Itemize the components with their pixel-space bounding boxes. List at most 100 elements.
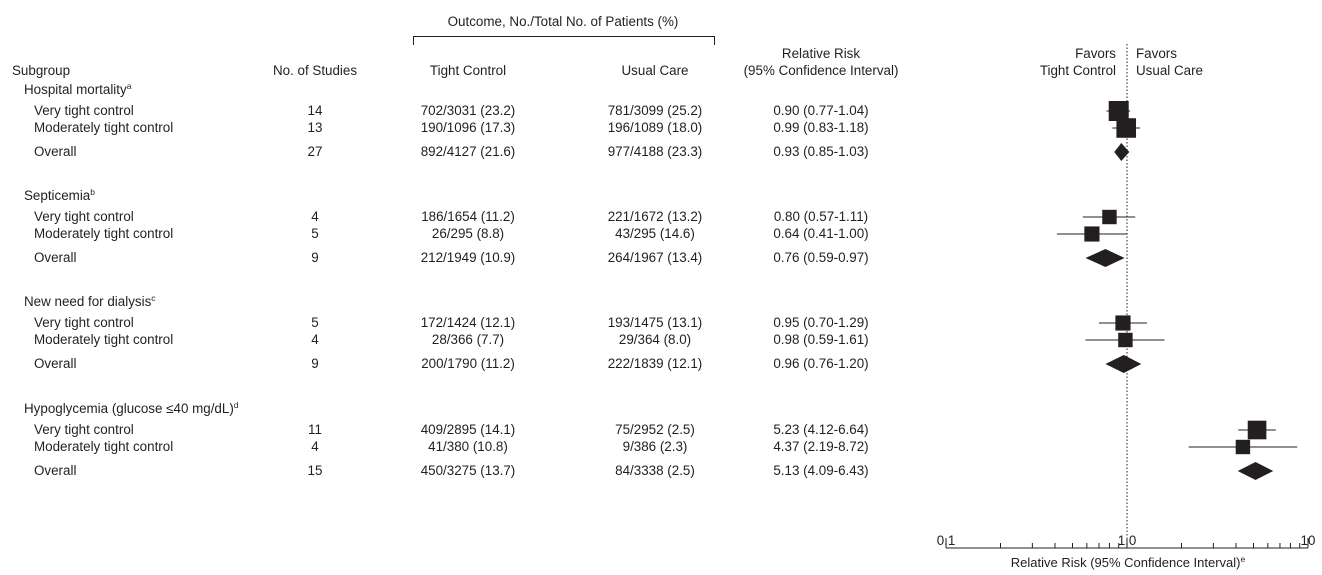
studies-count: 5: [311, 315, 319, 330]
studies-count: 15: [307, 463, 323, 478]
subgroup-row-label: Moderately tight control: [34, 226, 174, 241]
tight-control-value: 190/1096 (17.3): [420, 120, 516, 135]
footnote-marker: b: [90, 187, 95, 197]
point-estimate-square: [1116, 118, 1136, 138]
footnote-marker: a: [126, 81, 132, 91]
tight-control-value: 172/1424 (12.1): [420, 315, 516, 330]
x-axis-title-text: Relative Risk (95% Confidence Interval): [1010, 555, 1241, 570]
overall-diamond: [1114, 143, 1130, 161]
usual-care-value: 221/1672 (13.2): [607, 209, 703, 224]
group-title: New need for dialysisc: [24, 294, 156, 310]
overall-diamond: [1105, 355, 1142, 373]
overall-row-label: Overall: [34, 144, 77, 159]
usual-care-value: 9/386 (2.3): [622, 439, 688, 454]
axis-tick-label: 1.0: [1117, 533, 1137, 548]
group-title: Septicemiab: [24, 188, 95, 204]
point-estimate-square: [1235, 439, 1251, 455]
tight-control-value: 28/366 (7.7): [431, 332, 505, 347]
footnote-marker: e: [1240, 554, 1246, 564]
studies-count: 11: [308, 422, 322, 437]
relative-risk-value: 5.13 (4.09-6.43): [773, 463, 869, 478]
favors-tight-line2: Tight Control: [1039, 63, 1116, 78]
relative-risk-header-line1: Relative Risk: [781, 46, 861, 61]
tight-control-value: 41/380 (10.8): [428, 439, 508, 454]
subgroup-row-label: Very tight control: [34, 209, 134, 224]
group-title: Hypoglycemia (glucose ≤40 mg/dL)d: [24, 401, 239, 417]
favors-tight-line1: Favors: [1075, 46, 1116, 61]
group-title-text: Hypoglycemia (glucose ≤40 mg/dL): [24, 401, 234, 416]
relative-risk-value: 0.96 (0.76-1.20): [773, 356, 869, 371]
subgroup-row-label: Very tight control: [34, 422, 134, 437]
usual-care-value: 29/364 (8.0): [618, 332, 692, 347]
point-estimate-square: [1118, 332, 1133, 348]
favors-usual-line2: Usual Care: [1136, 63, 1203, 78]
outcome-span-header: Outcome, No./Total No. of Patients (%): [447, 14, 679, 29]
group-title-text: Hospital mortality: [24, 82, 127, 97]
point-estimate-square: [1084, 226, 1100, 242]
subgroup-row-label: Very tight control: [34, 315, 134, 330]
axis-tick-label: 10: [1300, 533, 1316, 548]
usual-care-value: 43/295 (14.6): [615, 226, 695, 241]
outcome-bracket: [413, 36, 715, 45]
relative-risk-value: 0.64 (0.41-1.00): [773, 226, 869, 241]
group-title: Hospital mortalitya: [24, 82, 131, 98]
usual-care-value: 222/1839 (12.1): [607, 356, 703, 371]
usual-care-value: 193/1475 (13.1): [607, 315, 703, 330]
studies-count: 4: [311, 439, 319, 454]
footnote-marker: c: [151, 293, 156, 303]
usual-care-value: 264/1967 (13.4): [607, 250, 703, 265]
usual-care-header: Usual Care: [621, 63, 689, 78]
studies-count: 9: [311, 356, 319, 371]
subgroup-row-label: Moderately tight control: [34, 120, 174, 135]
studies-count: 14: [307, 103, 323, 118]
relative-risk-value: 0.98 (0.59-1.61): [773, 332, 869, 347]
overall-row-label: Overall: [34, 250, 77, 265]
studies-count: 4: [311, 209, 319, 224]
usual-care-value: 781/3099 (25.2): [607, 103, 703, 118]
relative-risk-value: 0.76 (0.59-0.97): [773, 250, 869, 265]
point-estimate-square: [1115, 315, 1131, 331]
relative-risk-value: 0.90 (0.77-1.04): [773, 103, 869, 118]
overall-row-label: Overall: [34, 356, 77, 371]
relative-risk-value: 5.23 (4.12-6.64): [773, 422, 869, 437]
studies-count: 27: [307, 144, 323, 159]
overall-diamond: [1237, 462, 1274, 480]
tight-control-value: 892/4127 (21.6): [420, 144, 516, 159]
x-axis-title: Relative Risk (95% Confidence Interval)e: [1011, 555, 1246, 571]
subgroup-row-label: Very tight control: [34, 103, 134, 118]
relative-risk-header-line2: (95% Confidence Interval): [743, 63, 899, 78]
usual-care-value: 977/4188 (23.3): [607, 144, 703, 159]
overall-diamond: [1085, 249, 1125, 267]
tight-control-value: 200/1790 (11.2): [421, 356, 515, 371]
subgroup-row-label: Moderately tight control: [34, 332, 174, 347]
tight-control-value: 450/3275 (13.7): [420, 463, 516, 478]
overall-row-label: Overall: [34, 463, 77, 478]
favors-usual-line1: Favors: [1136, 46, 1177, 61]
studies-count: 4: [311, 332, 319, 347]
studies-count: 9: [311, 250, 319, 265]
relative-risk-value: 0.99 (0.83-1.18): [773, 120, 869, 135]
subgroup-header: Subgroup: [12, 63, 71, 78]
subgroup-row-label: Moderately tight control: [34, 439, 174, 454]
group-title-text: New need for dialysis: [24, 294, 152, 309]
usual-care-value: 75/2952 (2.5): [615, 422, 695, 437]
tight-control-value: 702/3031 (23.2): [420, 103, 516, 118]
relative-risk-value: 0.95 (0.70-1.29): [773, 315, 869, 330]
footnote-marker: d: [233, 400, 239, 410]
relative-risk-value: 0.80 (0.57-1.11): [773, 209, 869, 224]
tight-control-value: 409/2895 (14.1): [420, 422, 516, 437]
point-estimate-square: [1108, 101, 1129, 121]
tight-control-value: 186/1654 (11.2): [421, 209, 515, 224]
tight-control-value: 212/1949 (10.9): [420, 250, 516, 265]
axis-tick-label: 0.1: [936, 533, 956, 548]
studies-count: 5: [311, 226, 319, 241]
tight-control-header: Tight Control: [429, 63, 507, 78]
group-title-text: Septicemia: [24, 188, 91, 203]
usual-care-value: 84/3338 (2.5): [615, 463, 695, 478]
relative-risk-value: 4.37 (2.19-8.72): [773, 439, 869, 454]
studies-count: 13: [307, 120, 323, 135]
point-estimate-square: [1247, 420, 1267, 440]
point-estimate-square: [1102, 209, 1117, 225]
